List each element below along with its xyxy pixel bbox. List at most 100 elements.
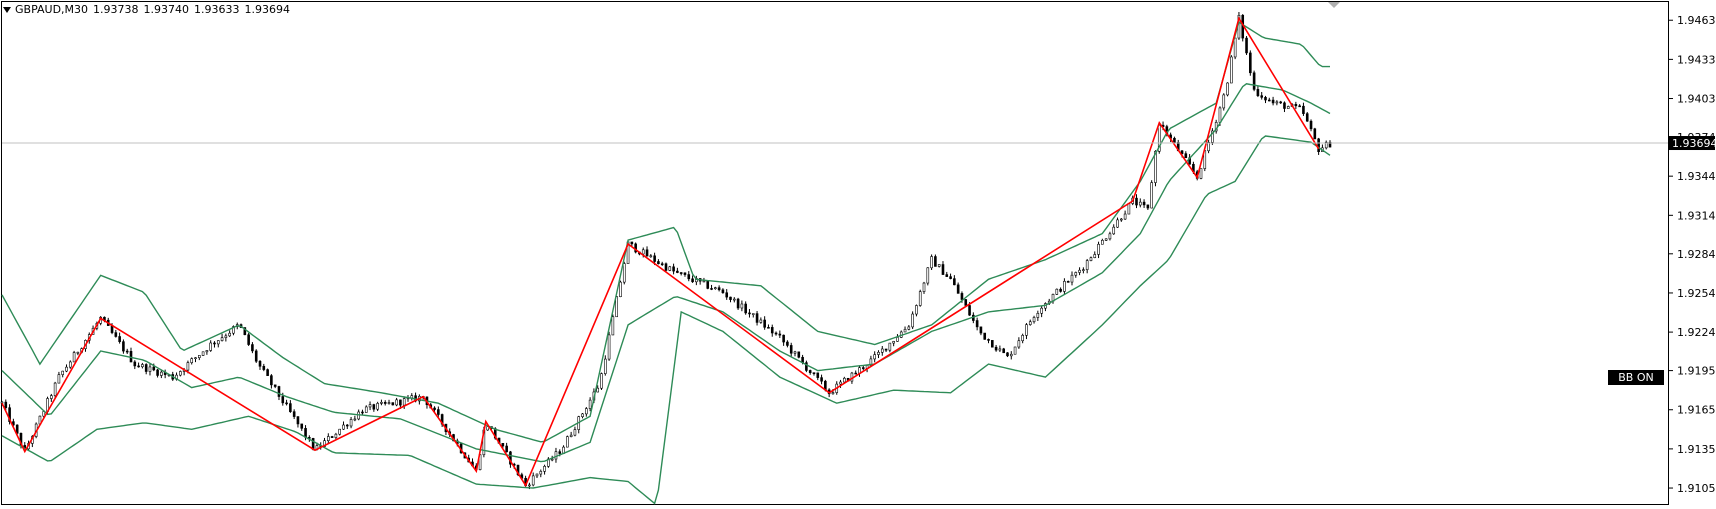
candle xyxy=(137,362,140,368)
candle xyxy=(729,296,732,303)
candle xyxy=(133,360,137,370)
candle xyxy=(1222,93,1226,111)
candle-body xyxy=(118,336,121,342)
candle xyxy=(1108,231,1112,241)
candle xyxy=(53,381,57,398)
candle-body xyxy=(137,365,140,368)
candle-body xyxy=(896,337,899,342)
candle-body xyxy=(8,407,11,422)
candle xyxy=(660,261,664,266)
candle-body xyxy=(1230,56,1233,84)
candle-body xyxy=(964,299,968,306)
candle xyxy=(1036,310,1040,321)
candle-body xyxy=(1294,104,1298,107)
candle-body xyxy=(273,384,277,387)
candle-body xyxy=(368,404,372,408)
candle xyxy=(543,464,546,475)
candle xyxy=(1207,139,1210,154)
candle-body xyxy=(1173,137,1176,143)
candle-body xyxy=(361,411,364,414)
candle-body xyxy=(877,351,880,355)
candle-body xyxy=(402,398,406,406)
candle xyxy=(376,401,379,412)
candle xyxy=(1267,97,1271,102)
candle xyxy=(209,340,212,352)
candle-body xyxy=(778,333,782,336)
candle-body xyxy=(937,264,941,267)
candle xyxy=(915,304,918,317)
candles-layer xyxy=(0,11,1332,490)
scroll-marker-icon xyxy=(1328,2,1340,8)
candle xyxy=(983,332,987,340)
candle-body xyxy=(323,440,326,447)
candle-body xyxy=(774,332,778,335)
candle xyxy=(380,399,383,406)
candle-body xyxy=(285,402,288,405)
candle-body xyxy=(1116,219,1119,228)
candle-body xyxy=(588,399,592,409)
candle-body xyxy=(683,272,687,275)
current-price-tag-bg xyxy=(1669,136,1715,151)
candle xyxy=(216,340,220,348)
candle xyxy=(1101,238,1104,245)
candle-body xyxy=(930,256,933,269)
candle-body xyxy=(190,358,194,363)
candle-body xyxy=(751,313,755,315)
candle-body xyxy=(1245,37,1248,54)
candle xyxy=(1066,280,1070,283)
candle-body xyxy=(1146,204,1150,209)
candle-body xyxy=(945,274,949,277)
candle xyxy=(205,349,209,355)
candle-body xyxy=(736,298,740,309)
candle xyxy=(353,415,357,422)
candle-body xyxy=(1108,233,1112,240)
candle xyxy=(372,403,376,412)
candle xyxy=(691,275,694,283)
candle-body xyxy=(1283,102,1286,109)
candle-body xyxy=(247,334,250,345)
close-price: 1.93694 xyxy=(244,3,291,16)
candle-body xyxy=(903,328,907,333)
candle xyxy=(1146,204,1150,211)
candle-body xyxy=(566,436,569,448)
candle xyxy=(501,443,505,449)
y-tick-label: 1.91350 xyxy=(1677,443,1716,456)
candle xyxy=(611,314,615,336)
candle-body xyxy=(1199,168,1203,179)
candle xyxy=(179,370,182,377)
candle xyxy=(1264,95,1267,104)
candle-body xyxy=(615,296,618,318)
candle-body xyxy=(721,289,725,294)
candle xyxy=(1249,50,1252,76)
candle-body xyxy=(839,381,842,385)
candle-body xyxy=(1256,89,1260,96)
candle xyxy=(1017,337,1021,349)
candle-body xyxy=(1002,348,1005,354)
candle-body xyxy=(262,365,266,370)
candle xyxy=(1279,100,1282,104)
candle-body xyxy=(57,374,61,384)
candle-body xyxy=(277,386,281,397)
candle-body xyxy=(1249,52,1252,74)
candle xyxy=(994,344,998,352)
candle-body xyxy=(15,424,19,434)
candle xyxy=(672,263,675,275)
candle xyxy=(198,355,201,361)
candle xyxy=(1142,199,1146,208)
price-axis: 1.946351.943351.940351.937401.934401.931… xyxy=(1668,14,1716,495)
candle-body xyxy=(1264,97,1267,101)
zigzag-line xyxy=(1,16,1320,488)
dropdown-triangle-icon[interactable] xyxy=(3,7,11,13)
candle xyxy=(657,259,660,265)
symbol-header[interactable]: GBPAUD,M30 1.93738 1.93740 1.93633 1.93694 xyxy=(3,3,295,16)
candle xyxy=(596,385,600,393)
candle xyxy=(1184,151,1188,159)
candle-body xyxy=(1063,281,1066,292)
candle-body xyxy=(789,345,793,354)
candle xyxy=(1009,351,1013,360)
bb-on-badge[interactable]: BB ON xyxy=(1608,370,1664,385)
candle xyxy=(573,426,577,437)
candle xyxy=(1013,346,1017,355)
